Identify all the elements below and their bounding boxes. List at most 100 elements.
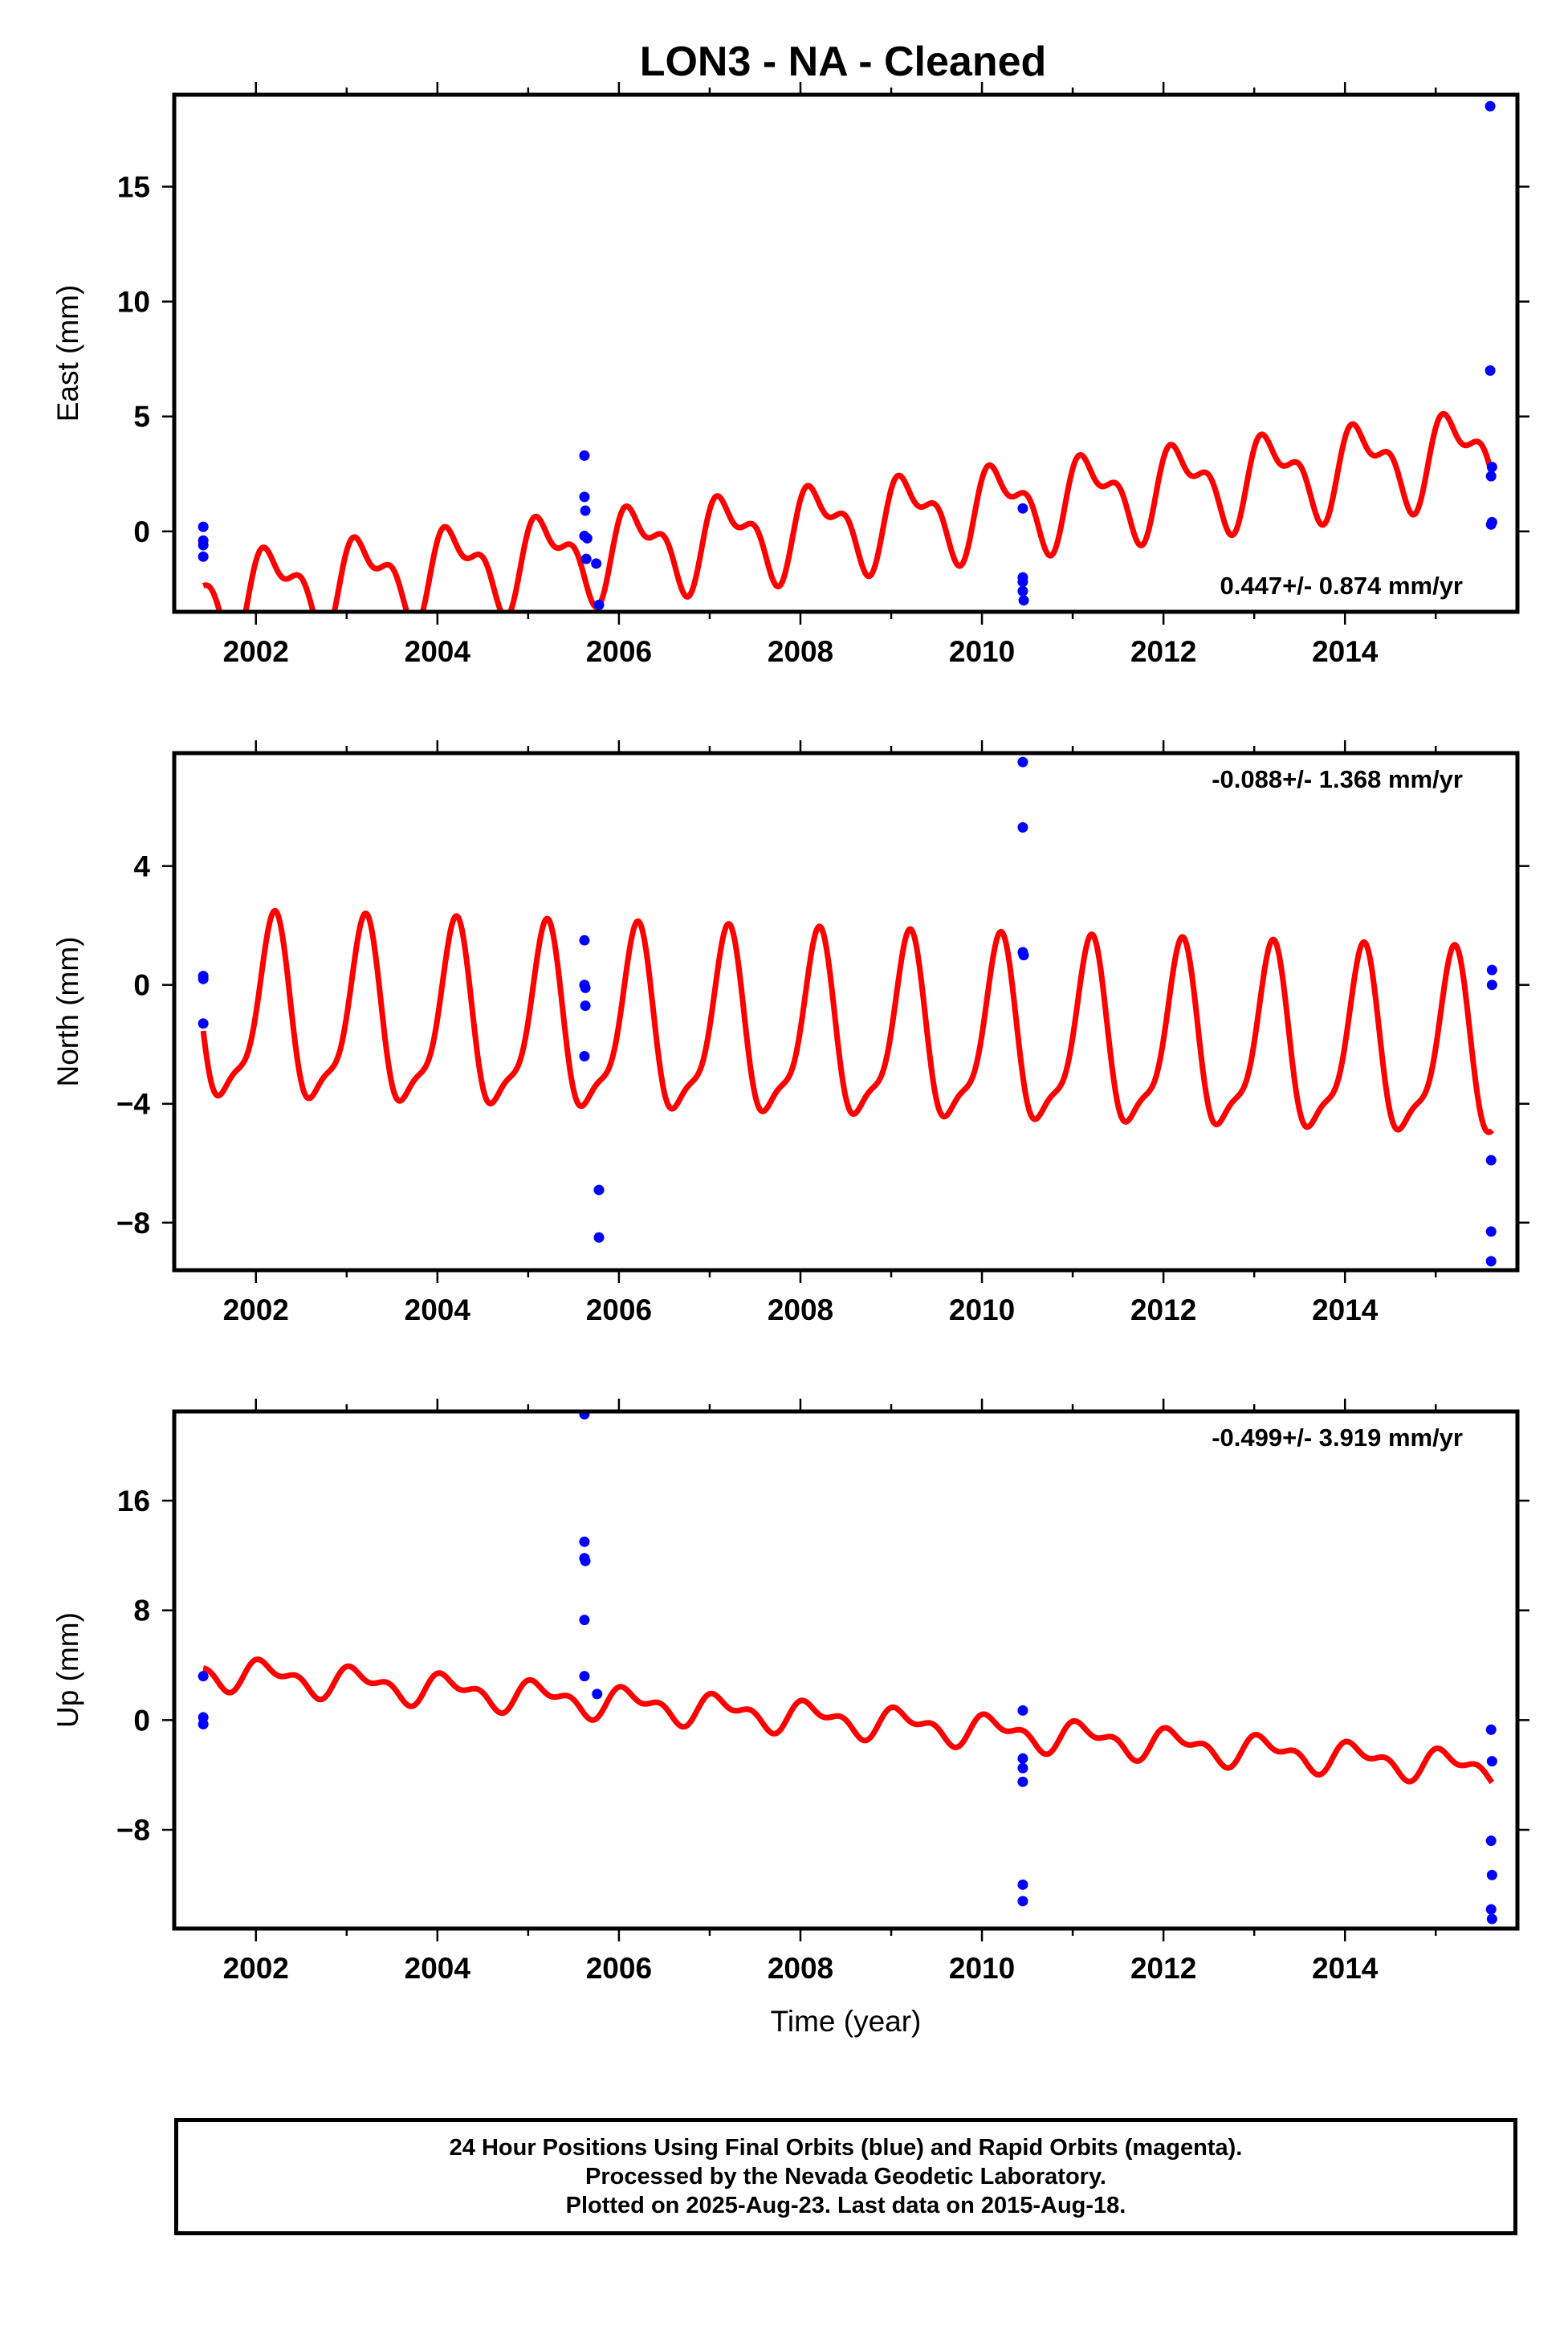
data-point [579, 935, 590, 946]
data-point [580, 1000, 591, 1012]
data-point [198, 521, 209, 532]
footer-box: 24 Hour Positions Using Final Orbits (bl… [174, 2118, 1517, 2235]
x-tick-label: 2006 [586, 1952, 652, 1985]
data-point [1485, 1256, 1497, 1267]
data-point [580, 505, 591, 516]
y-tick-label: 0 [133, 515, 150, 548]
data-point [1486, 462, 1497, 473]
x-tick-label: 2012 [1130, 635, 1196, 668]
y-tick-label: 4 [133, 850, 150, 883]
data-point [592, 1688, 603, 1700]
data-point [579, 1615, 590, 1626]
data-point [580, 553, 592, 564]
x-tick-label: 2002 [223, 1952, 289, 1985]
x-tick-label: 2002 [223, 1293, 289, 1326]
footer-line-2: Processed by the Nevada Geodetic Laborat… [585, 2164, 1106, 2189]
x-tick-label: 2012 [1130, 1293, 1196, 1326]
rate-annotation: 0.447+/- 0.874 mm/yr [1220, 572, 1463, 600]
y-tick-label: 0 [133, 1704, 150, 1737]
data-point [1486, 1913, 1497, 1925]
data-point [1486, 1869, 1497, 1880]
x-tick-label: 2008 [768, 1293, 833, 1326]
y-tick-label: 16 [117, 1485, 150, 1517]
data-point [1485, 1835, 1497, 1847]
x-tick-label: 2012 [1130, 1952, 1196, 1985]
data-point [1017, 822, 1028, 833]
y-tick-label: −8 [116, 1207, 150, 1240]
y-axis-label: East (mm) [51, 285, 84, 422]
data-point [1485, 1904, 1497, 1915]
data-point [1485, 519, 1497, 530]
north-panel: 2002 2004 2006 2008 2010 2012 2014 −8 −4 0 4 North … [51, 740, 1529, 1326]
plot-area [198, 1411, 1497, 1925]
data-point [198, 551, 209, 562]
y-tick-label: −8 [116, 1814, 150, 1847]
y-axis-label: North (mm) [51, 936, 84, 1086]
plot-frame [172, 751, 1520, 1273]
x-tick-label: 2010 [949, 635, 1015, 668]
x-tick-label: 2004 [405, 1293, 471, 1326]
footer-line-3: Plotted on 2025-Aug-23. Last data on 201… [565, 2193, 1126, 2218]
figure-title: LON3 - NA - Cleaned [640, 39, 1047, 85]
data-point [1017, 1753, 1028, 1764]
data-point [1018, 595, 1029, 606]
x-tick-label: 2014 [1312, 1293, 1379, 1326]
panels-container: 2002 2004 2006 2008 2010 2012 2014 0 5 10 15 East (… [51, 82, 1529, 2038]
model-curve [200, 907, 1494, 1135]
data-point [591, 558, 602, 569]
x-tick-label: 2010 [949, 1952, 1015, 1985]
y-tick-label: 0 [133, 969, 150, 1002]
x-tick-label: 2014 [1312, 1952, 1379, 1985]
model-curve [201, 410, 1495, 612]
data-point [1485, 1226, 1497, 1237]
data-point [1017, 756, 1028, 768]
up-panel: 2002 2004 2006 2008 2010 2012 2014 −8 0 8 16 Up (mm… [51, 1399, 1529, 2038]
x-tick-label: 2006 [586, 635, 652, 668]
data-point [1485, 365, 1496, 376]
data-point [579, 491, 590, 503]
east-panel: 2002 2004 2006 2008 2010 2012 2014 0 5 10 15 East (… [51, 82, 1529, 668]
data-point [579, 1671, 590, 1682]
plot-area [198, 100, 1497, 612]
x-tick-label: 2010 [949, 1293, 1015, 1326]
data-point [1017, 1705, 1028, 1716]
y-tick-label: −4 [116, 1088, 151, 1121]
data-point [579, 1051, 590, 1062]
data-point [581, 532, 593, 544]
data-point [579, 450, 590, 461]
data-point [198, 540, 209, 551]
data-point [1017, 1762, 1028, 1774]
data-point [1017, 1896, 1028, 1907]
y-axis-label: Up (mm) [51, 1612, 84, 1728]
y-tick-label: 15 [117, 170, 150, 203]
data-point [1018, 950, 1029, 961]
y-tick-label: 10 [117, 286, 150, 319]
x-tick-label: 2008 [768, 1952, 833, 1985]
data-point [580, 982, 591, 993]
x-tick-label: 2002 [223, 635, 289, 668]
data-point [1017, 585, 1028, 597]
x-tick-label: 2004 [405, 1952, 471, 1985]
data-point [198, 1018, 209, 1029]
data-point [1017, 503, 1028, 514]
data-point [1486, 964, 1497, 976]
x-tick-label: 2014 [1312, 635, 1379, 668]
data-point [198, 1671, 209, 1682]
data-point [580, 1555, 591, 1566]
data-point [1485, 470, 1497, 482]
data-point [1486, 980, 1497, 991]
x-tick-label: 2008 [768, 635, 833, 668]
rate-annotation: -0.088+/- 1.368 mm/yr [1212, 765, 1463, 793]
plot-frame [172, 92, 1520, 614]
plot-frame [172, 1409, 1520, 1931]
data-point [198, 973, 209, 984]
data-point [579, 1536, 590, 1547]
data-point [1485, 1724, 1497, 1735]
data-point [1485, 1155, 1497, 1166]
data-point [593, 1232, 605, 1243]
x-axis-label: Time (year) [771, 2005, 922, 2038]
footer-line-1: 24 Hour Positions Using Final Orbits (bl… [449, 2135, 1243, 2161]
plot-area [198, 756, 1497, 1267]
data-point [1486, 1756, 1497, 1767]
